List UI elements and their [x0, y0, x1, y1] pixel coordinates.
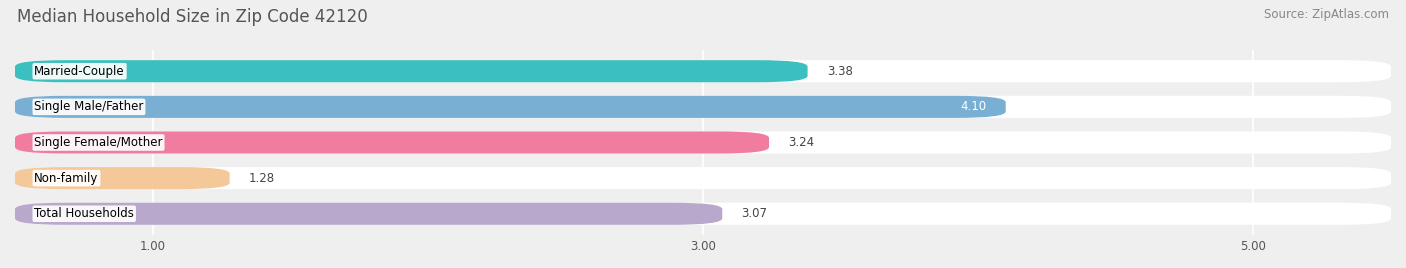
- Text: 1.28: 1.28: [249, 172, 276, 185]
- Text: 3.38: 3.38: [827, 65, 852, 78]
- FancyBboxPatch shape: [15, 167, 1391, 189]
- FancyBboxPatch shape: [15, 167, 229, 189]
- Text: Median Household Size in Zip Code 42120: Median Household Size in Zip Code 42120: [17, 8, 367, 26]
- Text: Single Female/Mother: Single Female/Mother: [34, 136, 163, 149]
- Text: Married-Couple: Married-Couple: [34, 65, 125, 78]
- FancyBboxPatch shape: [15, 96, 1005, 118]
- FancyBboxPatch shape: [15, 96, 1391, 118]
- Text: 4.10: 4.10: [960, 100, 987, 113]
- Text: Single Male/Father: Single Male/Father: [34, 100, 143, 113]
- FancyBboxPatch shape: [15, 60, 807, 82]
- Text: Source: ZipAtlas.com: Source: ZipAtlas.com: [1264, 8, 1389, 21]
- FancyBboxPatch shape: [15, 203, 1391, 225]
- Text: Total Households: Total Households: [34, 207, 134, 220]
- Text: 3.24: 3.24: [789, 136, 814, 149]
- Text: 3.07: 3.07: [741, 207, 768, 220]
- FancyBboxPatch shape: [15, 60, 1391, 82]
- FancyBboxPatch shape: [15, 131, 769, 154]
- FancyBboxPatch shape: [15, 131, 1391, 154]
- FancyBboxPatch shape: [15, 203, 723, 225]
- Text: Non-family: Non-family: [34, 172, 98, 185]
